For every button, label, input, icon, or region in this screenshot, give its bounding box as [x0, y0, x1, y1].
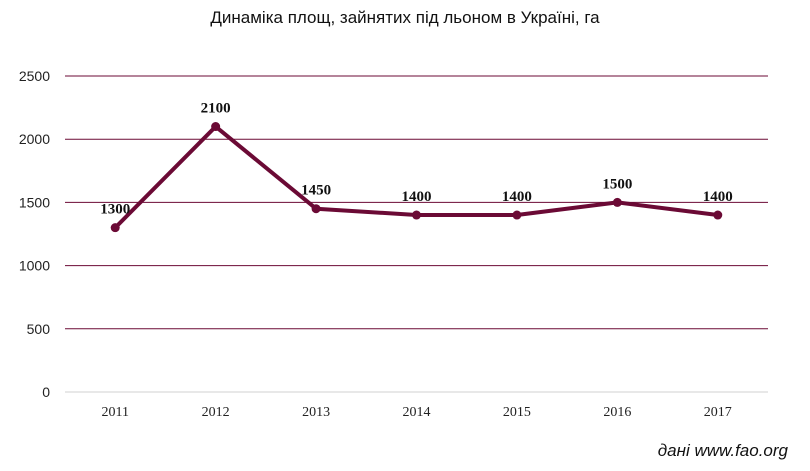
y-tick-label: 1500 — [19, 194, 50, 210]
data-label: 1400 — [502, 189, 532, 205]
data-label: 2100 — [201, 101, 231, 117]
y-tick-label: 2000 — [19, 131, 50, 147]
x-tick-label: 2012 — [202, 405, 230, 420]
y-tick-label: 1000 — [19, 258, 50, 274]
x-tick-label: 2015 — [503, 405, 531, 420]
x-tick-label: 2013 — [302, 405, 330, 420]
y-tick-label: 500 — [27, 321, 51, 337]
y-tick-label: 2500 — [19, 68, 50, 84]
data-label: 1500 — [602, 176, 632, 192]
x-tick-label: 2017 — [704, 405, 732, 420]
x-tick-label: 2014 — [403, 405, 431, 420]
source-note: дані www.fao.org — [657, 441, 788, 460]
data-point — [211, 122, 221, 132]
y-tick-label: 0 — [42, 384, 50, 400]
data-label: 1400 — [402, 189, 432, 205]
data-point — [612, 197, 622, 207]
data-label: 1450 — [301, 183, 331, 199]
data-point — [512, 210, 522, 220]
data-label: 1300 — [100, 202, 130, 218]
data-label: 1400 — [703, 189, 733, 205]
x-tick-label: 2011 — [101, 405, 128, 420]
data-point — [713, 210, 723, 220]
data-point — [412, 210, 421, 220]
x-tick-label: 2016 — [603, 405, 631, 420]
data-point — [311, 204, 321, 214]
chart-title: Динаміка площ, зайнятих під льоном в Укр… — [210, 8, 600, 27]
data-point — [110, 223, 120, 233]
